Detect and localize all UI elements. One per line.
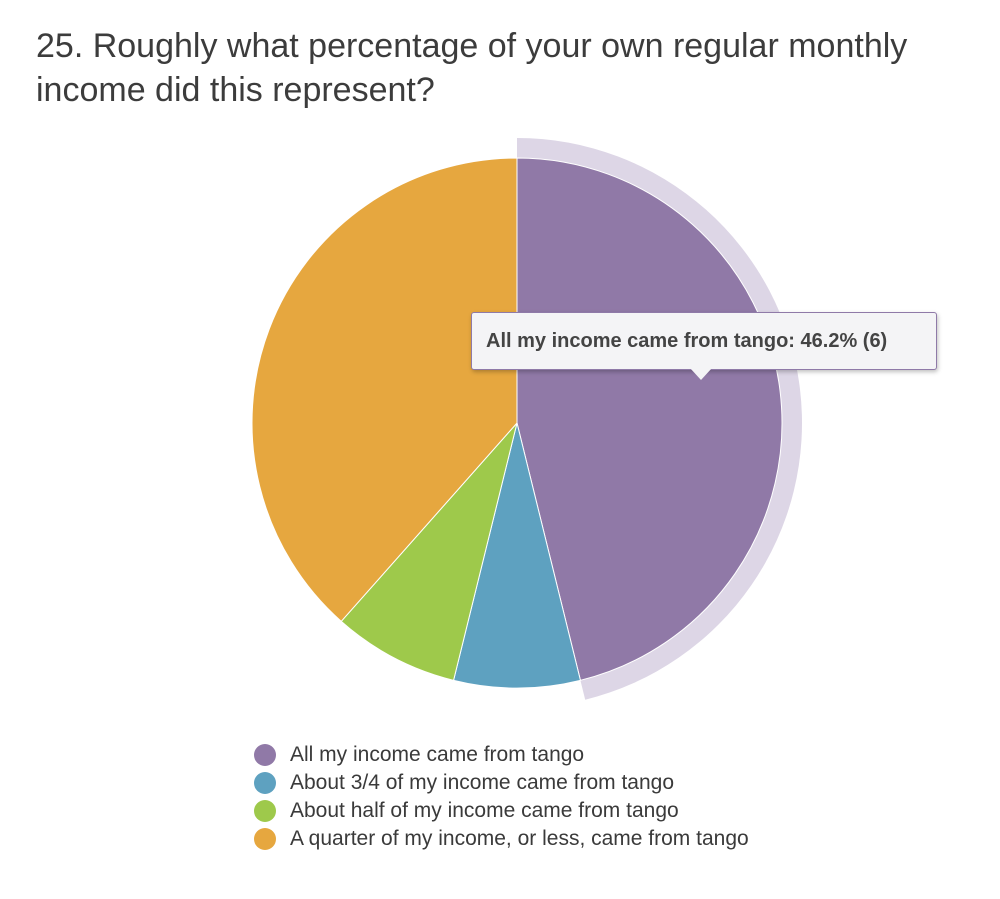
legend-item[interactable]: All my income came from tango: [254, 741, 749, 769]
legend-swatch: [254, 744, 276, 766]
pie-slice[interactable]: [251, 157, 518, 623]
pie-slice[interactable]: [452, 422, 582, 689]
pie-slice[interactable]: [516, 157, 783, 681]
legend-label: About half of my income came from tango: [290, 799, 679, 822]
tooltip-arrow: [690, 368, 712, 380]
legend-label: All my income came from tango: [290, 743, 585, 766]
legend-item[interactable]: About 3/4 of my income came from tango: [254, 769, 749, 797]
legend-swatch: [254, 800, 276, 822]
tooltip: All my income came from tango: 46.2% (6): [471, 312, 937, 370]
pie-slice[interactable]: [340, 422, 518, 681]
legend-item[interactable]: A quarter of my income, or less, came fr…: [254, 825, 749, 853]
legend-swatch: [254, 828, 276, 850]
legend-swatch: [254, 772, 276, 794]
legend-item[interactable]: About half of my income came from tango: [254, 797, 749, 825]
legend-label: A quarter of my income, or less, came fr…: [290, 827, 749, 850]
legend: All my income came from tango About 3/4 …: [254, 741, 749, 853]
legend-label: About 3/4 of my income came from tango: [290, 771, 675, 794]
chart-title: 25. Roughly what percentage of your own …: [36, 27, 908, 109]
